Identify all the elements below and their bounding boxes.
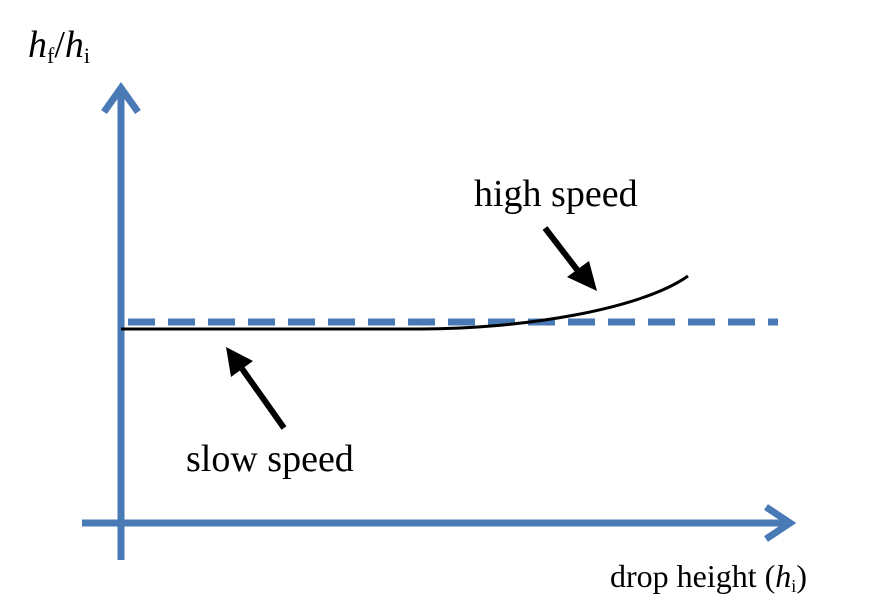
- y-axis-slash: /: [54, 24, 65, 66]
- x-axis-text: drop height (: [610, 558, 776, 594]
- y-axis-var: h: [28, 24, 47, 66]
- slow-speed-label: slow speed: [186, 438, 354, 480]
- x-axis-var: h: [775, 558, 792, 594]
- high-speed-label: high speed: [474, 173, 638, 215]
- high-speed-pointer-head: [567, 261, 597, 291]
- y-axis-sub-f: f: [47, 43, 55, 68]
- y-axis-sub-i: i: [83, 43, 91, 68]
- slow-speed-pointer-shaft: [235, 361, 287, 430]
- x-axis-sub: i: [791, 576, 797, 596]
- x-axis-arrowhead: [764, 504, 797, 542]
- x-axis-close: ): [796, 558, 807, 594]
- x-axis-label: drop height (hi): [610, 560, 807, 595]
- y-axis-arrowhead: [101, 81, 141, 115]
- response-curve: [121, 274, 689, 331]
- slow-speed-pointer-head: [226, 347, 253, 377]
- y-axis-label: hf/hi: [28, 26, 90, 67]
- y-axis-var2: h: [64, 24, 84, 66]
